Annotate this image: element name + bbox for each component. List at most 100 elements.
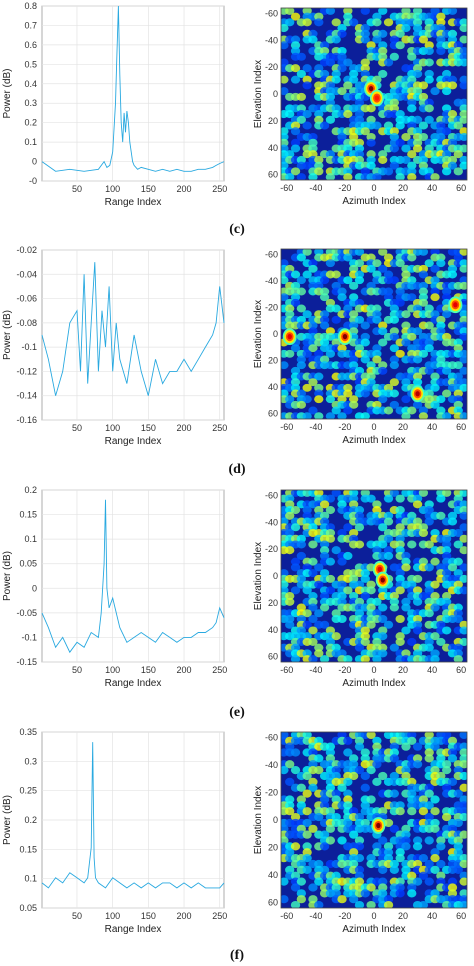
heatmap-blob — [325, 783, 336, 792]
heatmap-blob — [366, 580, 376, 589]
heatmap-blob — [285, 500, 295, 509]
heatmap-blob — [378, 41, 388, 50]
heatmap-blob — [296, 626, 306, 635]
heatmap-blob — [430, 603, 440, 612]
heatmap-blob — [296, 389, 306, 398]
heatmap-blob — [296, 603, 306, 612]
heatmap-blob — [343, 144, 353, 153]
heatmap-cells — [281, 249, 467, 419]
heatmap-blob — [401, 824, 411, 833]
x-tick-label: 200 — [177, 665, 192, 675]
heatmap-blob — [418, 161, 429, 170]
heatmap-blob — [331, 789, 341, 798]
heatmap-blob — [407, 736, 417, 745]
heatmap-blob — [366, 264, 376, 273]
heatmap-blob — [354, 609, 365, 618]
x-tick-label: 50 — [72, 665, 82, 675]
heatmap-blob — [436, 327, 446, 336]
heatmap-blob — [331, 270, 341, 279]
x-tick-label: 250 — [212, 911, 227, 921]
heatmap-blob — [401, 338, 411, 347]
heatmap-blob — [442, 293, 452, 302]
y-tick-label: -0.14 — [16, 391, 37, 401]
heatmap-blob — [378, 889, 388, 898]
heatmap-blob — [285, 807, 295, 816]
heatmap-blob — [372, 742, 382, 751]
heatmap-blob — [319, 842, 330, 851]
x-axis-label: Range Index — [105, 436, 162, 447]
line-chart-0: 50 100 150 200 250 0.8 0.7 0.6 0.5 0.4 0.3 0.2 0.1 0 -… — [2, 1, 227, 208]
heatmap-blob — [319, 620, 330, 629]
heatmap-blob — [319, 69, 330, 78]
heatmap-blob — [308, 132, 318, 142]
heatmap-blob — [325, 494, 336, 503]
heatmap-blob — [296, 115, 306, 124]
x-tick-label: 20 — [398, 665, 408, 675]
y-axis-label: Elevation Index — [253, 300, 264, 368]
heatmap-blob — [296, 783, 306, 792]
heatmap-blob — [314, 877, 324, 886]
heatmap-blob — [314, 643, 324, 652]
heatmap-blob — [436, 18, 446, 27]
heatmap-blob — [383, 121, 394, 130]
y-tick-label: -0.16 — [16, 415, 37, 425]
heatmap-blob — [453, 836, 463, 845]
heatmap-blob — [442, 150, 452, 159]
x-axis-label: Azimuth Index — [342, 924, 405, 935]
heatmap-blob — [418, 871, 429, 880]
y-tick-label: -40 — [265, 517, 278, 527]
heatmap-blob — [302, 842, 312, 851]
heatmap-blob — [383, 293, 394, 302]
heatmap-blob — [325, 98, 336, 107]
heatmap-blob — [337, 614, 347, 624]
heatmap-blob — [389, 304, 399, 313]
heatmap-blob — [372, 355, 382, 364]
heatmap-blob — [378, 321, 388, 330]
heatmap-blob — [407, 406, 417, 415]
heatmap-blob — [447, 777, 458, 786]
heatmap-blob — [442, 167, 452, 176]
heatmap-blob — [308, 259, 318, 268]
heatmap-blob — [430, 580, 440, 589]
y-tick-label: 40 — [268, 143, 278, 153]
heatmap-blob — [378, 836, 388, 845]
y-tick-label: 0.3 — [24, 756, 37, 766]
heatmap-blob — [378, 603, 388, 612]
heatmap-blob — [407, 52, 417, 61]
heatmap-blob — [296, 276, 306, 285]
heatmap-blob — [447, 161, 458, 170]
y-tick-label: -0.15 — [16, 657, 37, 667]
heatmap-blob — [343, 58, 353, 67]
heatmap-blob — [442, 332, 452, 341]
heatmap-blob — [424, 18, 434, 27]
heatmap-blob — [360, 754, 370, 763]
y-tick-label: 0.25 — [19, 786, 37, 796]
heatmap-blob — [430, 87, 440, 96]
heatmap-blob — [442, 540, 452, 549]
heatmap-blob — [436, 620, 446, 629]
heatmap-cells — [281, 490, 467, 662]
heatmap-blob — [424, 789, 434, 798]
y-tick-label: 60 — [268, 170, 278, 180]
heatmap-blob — [412, 626, 423, 635]
heatmap-blob — [459, 523, 467, 532]
x-tick-label: 0 — [371, 911, 376, 921]
x-tick-label: 100 — [105, 184, 120, 194]
heatmap-blob — [459, 161, 467, 170]
heatmap-blob — [436, 12, 446, 21]
heatmap-blob — [314, 812, 324, 822]
heatmap-blob — [290, 366, 301, 375]
heatmap-blob — [418, 349, 429, 358]
heatmap-blob — [290, 383, 301, 392]
heatmap-blob — [389, 127, 399, 136]
heatmap-blob — [354, 900, 365, 908]
heatmap-blob — [319, 121, 330, 130]
heatmap-blob — [281, 766, 289, 775]
heatmap-blob — [383, 383, 394, 392]
heatmap-blob — [319, 540, 330, 549]
heatmap-blob — [354, 110, 365, 119]
heatmap-blob — [389, 865, 399, 874]
heatmap-blob — [401, 557, 411, 566]
heatmap-blob — [302, 771, 312, 781]
heatmap-blob — [319, 355, 330, 364]
